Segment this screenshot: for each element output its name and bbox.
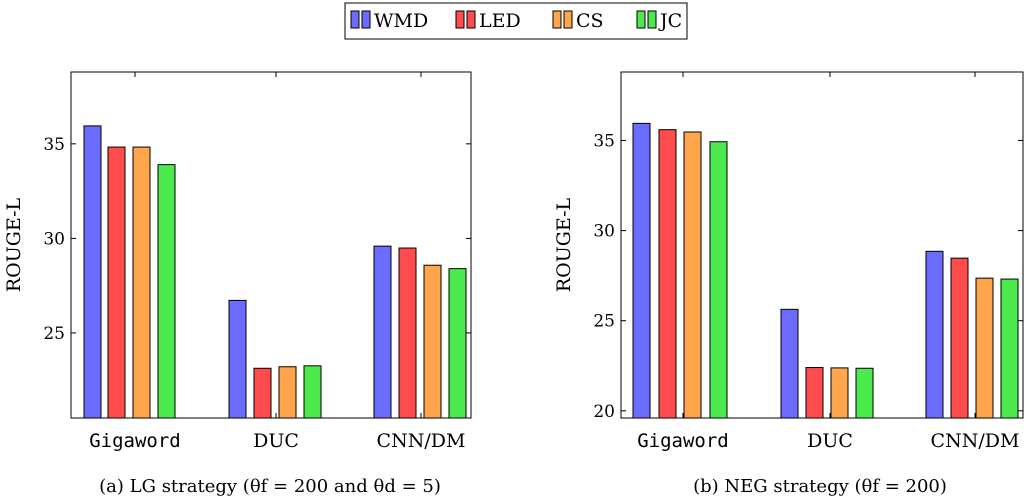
bar-cs-duc (830, 367, 849, 419)
bar-cs-cnn-dm (975, 277, 994, 419)
bar-led-gigaword (107, 146, 126, 419)
bar-wmd-duc (228, 299, 247, 419)
bar-led-duc (805, 367, 824, 419)
y-axis-label: ROUGE-L (553, 197, 575, 292)
legend-swatch-jc (636, 10, 646, 29)
bar-cs-duc (278, 366, 297, 419)
chart-panel-b: 20 25 30 35 Gigaword DUC CNN/DM ROUGE-L (b) NEG … (553, 71, 1024, 497)
bar-jc-cnn-dm (1000, 278, 1019, 419)
bar-jc-gigaword (157, 164, 176, 419)
bar-led-cnn-dm (398, 247, 417, 419)
legend-label-wmd: WMD (374, 10, 428, 32)
y-tick-label: 35 (593, 131, 615, 151)
bar-wmd-gigaword (632, 122, 651, 419)
x-tick-label-duc: DUC (807, 430, 853, 452)
y-tick-label: 30 (593, 222, 615, 242)
bar-cs-gigaword (132, 146, 151, 419)
legend-swatch-jc-b (647, 10, 657, 29)
bar-jc-gigaword (709, 141, 728, 419)
bar-jc-duc (303, 365, 322, 419)
bar-led-cnn-dm (950, 257, 969, 419)
bar-led-duc (253, 367, 272, 419)
y-tick-label: 25 (593, 312, 615, 332)
bar-jc-duc (855, 367, 874, 419)
x-tick-label-cnn-dm: CNN/DM (377, 430, 466, 452)
x-tick-label-cnn-dm: CNN/DM (931, 430, 1020, 452)
bar-wmd-cnn-dm (925, 250, 944, 419)
bar-jc-cnn-dm (448, 268, 467, 419)
bar-cs-gigaword (683, 131, 702, 419)
legend-label-led: LED (479, 10, 521, 32)
y-axis-label: ROUGE-L (3, 197, 25, 292)
caption: (a) LG strategy (θf = 200 and θd = 5) (99, 476, 441, 497)
bar-wmd-duc (780, 308, 799, 419)
y-tick-label: 25 (43, 324, 65, 344)
legend-swatch-wmd (350, 10, 360, 29)
legend: WMD LED CS JC (344, 2, 688, 40)
bar-wmd-cnn-dm (373, 245, 392, 419)
legend-swatch-led (455, 10, 465, 29)
bar-cs-cnn-dm (423, 264, 442, 419)
legend-swatch-cs-b (563, 10, 573, 29)
x-tick-label-gigaword: Gigaword (637, 430, 729, 452)
y-tick-label: 30 (43, 229, 65, 249)
legend-label-jc: JC (658, 10, 682, 32)
y-tick-label: 20 (593, 402, 615, 422)
legend-swatch-wmd-b (361, 10, 371, 29)
x-tick-label-gigaword: Gigaword (89, 430, 181, 452)
bar-wmd-gigaword (83, 125, 102, 419)
chart-panel-a: 25 30 35 Gigaword DUC CNN/DM ROUGE-L (a) LG str… (3, 71, 472, 497)
caption: (b) NEG strategy (θf = 200) (693, 476, 947, 497)
legend-swatch-led-b (466, 10, 476, 29)
bar-led-gigaword (658, 129, 677, 419)
legend-label-cs: CS (576, 10, 604, 32)
legend-swatch-cs (552, 10, 562, 29)
legend-box (344, 2, 688, 40)
x-tick-label-duc: DUC (253, 430, 299, 452)
y-tick-label: 35 (43, 135, 65, 155)
